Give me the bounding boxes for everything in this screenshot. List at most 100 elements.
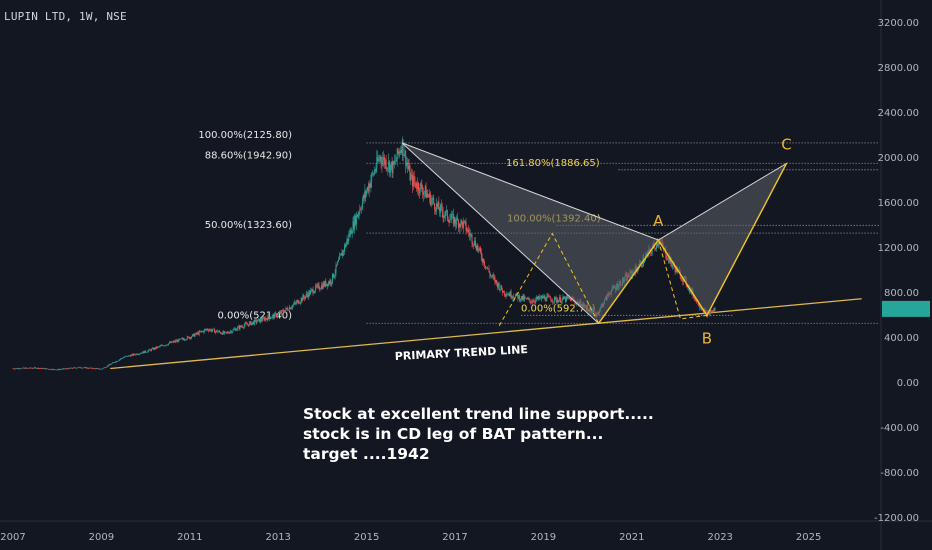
- candle-body: [99, 369, 101, 370]
- candle-body: [140, 352, 142, 354]
- candle-body: [168, 342, 170, 344]
- candle-body: [146, 351, 148, 353]
- candle-body: [298, 300, 300, 304]
- candle-body: [233, 329, 235, 330]
- candle-body: [271, 315, 273, 318]
- candle-body: [105, 367, 107, 368]
- candle-body: [98, 368, 100, 370]
- candle-body: [23, 367, 25, 369]
- candle-body: [154, 347, 156, 349]
- candle-body: [667, 256, 669, 260]
- candle-body: [561, 298, 563, 302]
- note-line-3: target ....1942: [303, 445, 430, 463]
- candle-body: [458, 223, 460, 228]
- candle-body: [30, 367, 32, 369]
- candle-body: [34, 367, 36, 369]
- candle-body: [137, 354, 139, 356]
- candle-body: [367, 186, 369, 192]
- candle-body: [291, 307, 293, 309]
- candle-body: [391, 161, 393, 174]
- candle-body: [520, 295, 522, 300]
- candle-body: [394, 160, 396, 165]
- candle-body: [189, 337, 191, 339]
- candle-body: [178, 338, 180, 342]
- candle-body: [256, 321, 258, 323]
- candle-body: [159, 345, 161, 347]
- pattern-triangle-left: [401, 142, 660, 325]
- candle-body: [395, 159, 397, 162]
- candle-body: [89, 367, 90, 369]
- x-tick-label: 2011: [177, 532, 202, 543]
- candle-body: [144, 350, 146, 354]
- candle-body: [396, 148, 398, 160]
- last-price-marker: [882, 300, 930, 317]
- candle-body: [491, 275, 493, 277]
- candle-body: [453, 217, 455, 225]
- candle-body: [463, 221, 464, 228]
- candle-body: [556, 300, 558, 302]
- candle-body: [231, 331, 233, 333]
- candle-body: [158, 346, 160, 348]
- candle-body: [413, 176, 415, 182]
- candle-body: [109, 364, 111, 365]
- note-line-2: stock is in CD leg of BAT pattern...: [303, 425, 604, 443]
- candle-body: [260, 318, 262, 321]
- candle-body: [165, 344, 167, 346]
- candle-body: [697, 300, 699, 306]
- candle-body: [526, 298, 528, 300]
- candle-body: [335, 264, 337, 273]
- candle-body: [202, 331, 203, 332]
- candle-body: [513, 296, 515, 298]
- candle-body: [432, 198, 434, 200]
- candle-body: [151, 348, 153, 349]
- candle-body: [54, 369, 56, 370]
- pattern-point-label: A: [653, 212, 664, 230]
- candle-body: [222, 331, 224, 335]
- candle-body: [474, 240, 476, 248]
- x-tick-label: 2015: [354, 532, 379, 543]
- candle-body: [482, 258, 484, 262]
- candle-body: [461, 220, 463, 222]
- candle-body: [218, 331, 220, 332]
- candle-body: [139, 353, 141, 355]
- candle-body: [651, 248, 653, 254]
- candle-body: [446, 210, 448, 219]
- candle-body: [364, 190, 366, 199]
- candle-body: [153, 347, 155, 350]
- candle-body: [193, 333, 195, 337]
- x-tick-label: 2013: [265, 532, 290, 543]
- candle-body: [498, 283, 500, 290]
- candle-body: [571, 298, 572, 302]
- candle-body: [378, 158, 379, 162]
- candle-body: [309, 291, 311, 295]
- candle-body: [253, 321, 254, 325]
- candle-body: [113, 362, 115, 364]
- candle-body: [174, 341, 175, 343]
- candle-body: [213, 328, 215, 330]
- candle-body: [570, 298, 572, 302]
- candle-body: [229, 332, 231, 334]
- candle-body: [546, 296, 548, 301]
- candle-body: [379, 156, 381, 160]
- candle-body: [220, 333, 222, 334]
- candle-body: [75, 367, 77, 369]
- candle-body: [533, 300, 535, 302]
- candle-body: [399, 151, 401, 154]
- candle-body: [180, 338, 181, 340]
- candle-body: [419, 183, 421, 194]
- candle-body: [359, 209, 361, 214]
- candle-body: [436, 203, 438, 207]
- candle-body: [565, 296, 567, 302]
- candle-body: [186, 336, 188, 340]
- candle-body: [101, 368, 103, 370]
- candle-body: [383, 157, 385, 161]
- candle-body: [181, 338, 183, 339]
- candle-body: [48, 368, 50, 370]
- candle-body: [565, 297, 566, 302]
- candle-body: [225, 331, 226, 333]
- candle-body: [206, 329, 208, 330]
- candle-body: [395, 160, 396, 162]
- candle-body: [38, 367, 39, 369]
- candle-body: [386, 168, 388, 170]
